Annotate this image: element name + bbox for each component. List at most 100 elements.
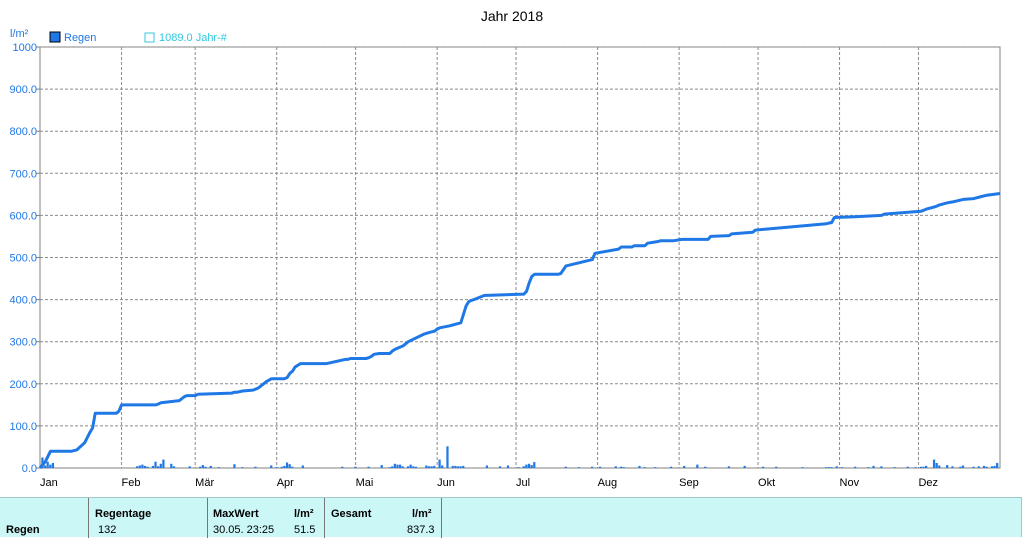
x-tick-label: Sep <box>679 477 699 489</box>
bar <box>451 465 454 468</box>
bar <box>982 465 986 468</box>
y-tick-label: 100.0 <box>9 421 37 433</box>
x-tick-label: Mai <box>356 477 374 489</box>
bar <box>977 466 980 468</box>
bar <box>525 464 528 468</box>
bar-series-regen <box>41 446 999 468</box>
bar <box>619 466 623 468</box>
bar <box>288 464 291 468</box>
bar <box>935 462 938 468</box>
x-tick-label: Apr <box>277 477 294 489</box>
stats-gesamt-unit: l/m² <box>412 508 432 520</box>
bar <box>827 467 830 468</box>
bar <box>993 465 996 468</box>
stats-divider <box>207 498 208 538</box>
legend-label-regen: Regen <box>64 32 96 44</box>
x-tick-label: Jul <box>516 477 530 489</box>
bar <box>906 466 909 468</box>
bar <box>938 465 941 468</box>
x-tick-label: Mär <box>195 477 214 489</box>
bar <box>141 464 144 468</box>
stats-gesamt-header: Gesamt <box>331 508 372 520</box>
bar <box>354 466 357 468</box>
y-tick-label: 200.0 <box>9 379 37 391</box>
bar <box>683 465 686 468</box>
bar <box>598 466 602 468</box>
bar <box>459 466 462 468</box>
bar <box>341 466 344 468</box>
bar <box>614 466 617 468</box>
x-tick-label: Feb <box>122 477 141 489</box>
legend-swatch-cumulative <box>144 32 155 43</box>
bar <box>446 446 449 468</box>
bar <box>825 467 828 468</box>
bar <box>972 466 975 468</box>
bar <box>867 467 870 468</box>
rain-chart: 0.0 100.0 200.0 300.0 400.0 500.0 600.0 700.0 80… <box>9 8 1001 489</box>
bar <box>425 465 428 468</box>
bar <box>270 465 273 468</box>
bar <box>241 467 244 468</box>
x-tick-label: Aug <box>598 477 618 489</box>
bar <box>951 466 954 468</box>
bar <box>159 463 162 468</box>
bar <box>283 465 286 468</box>
bar <box>761 466 765 468</box>
stats-maxwert-unit: l/m² <box>294 508 314 520</box>
bar <box>533 462 536 468</box>
stats-regentage-value: 132 <box>98 524 117 536</box>
bar <box>285 462 289 468</box>
bar <box>517 467 520 468</box>
bar <box>835 466 838 468</box>
bar <box>138 465 141 468</box>
x-tick-label: Okt <box>758 477 775 489</box>
bar <box>254 466 257 468</box>
bar <box>393 463 396 468</box>
bar <box>154 461 157 468</box>
y-tick-label: 0.0 <box>22 463 37 475</box>
bar <box>485 465 489 468</box>
x-tick-label: Nov <box>840 477 860 489</box>
bar <box>914 467 917 468</box>
bar <box>143 465 147 468</box>
bar <box>291 466 294 468</box>
chart-title: Jahr 2018 <box>481 8 543 24</box>
bar <box>233 464 236 468</box>
bar <box>591 466 594 468</box>
bar <box>996 462 999 468</box>
bar <box>880 466 883 468</box>
bar <box>204 466 207 468</box>
bar <box>188 466 191 468</box>
stats-maxwert-value: 51.5 <box>294 524 316 536</box>
x-tick-labels: Jan Feb Mär Apr Mai Jun Jul Aug Sep Okt Nov Dez <box>40 477 938 489</box>
bar <box>922 466 925 468</box>
bar <box>801 467 804 468</box>
bar <box>830 467 833 468</box>
y-tick-label: 700.0 <box>9 168 37 180</box>
bar <box>367 466 370 468</box>
y-tick-label: 400.0 <box>9 295 37 307</box>
bar <box>301 465 304 468</box>
bar <box>388 467 391 468</box>
bar <box>49 464 52 468</box>
bar <box>209 465 212 468</box>
bar <box>669 466 673 468</box>
bar <box>704 466 707 468</box>
bar <box>454 465 457 468</box>
bar <box>409 464 412 468</box>
bar <box>51 462 55 468</box>
bar <box>406 466 410 468</box>
bar <box>527 463 531 468</box>
bar <box>275 467 278 468</box>
bar <box>380 465 383 468</box>
bar <box>199 466 202 468</box>
y-tick-label: 300.0 <box>9 337 37 349</box>
bar <box>280 466 283 468</box>
bar <box>638 465 641 468</box>
bar <box>201 465 204 468</box>
stats-panel: Regen Regentage 132 MaxWert l/m² 30.05. … <box>0 497 1022 538</box>
bar <box>172 466 176 468</box>
y-tick-label: 500.0 <box>9 253 37 265</box>
bar <box>522 466 525 468</box>
bar <box>427 466 431 468</box>
